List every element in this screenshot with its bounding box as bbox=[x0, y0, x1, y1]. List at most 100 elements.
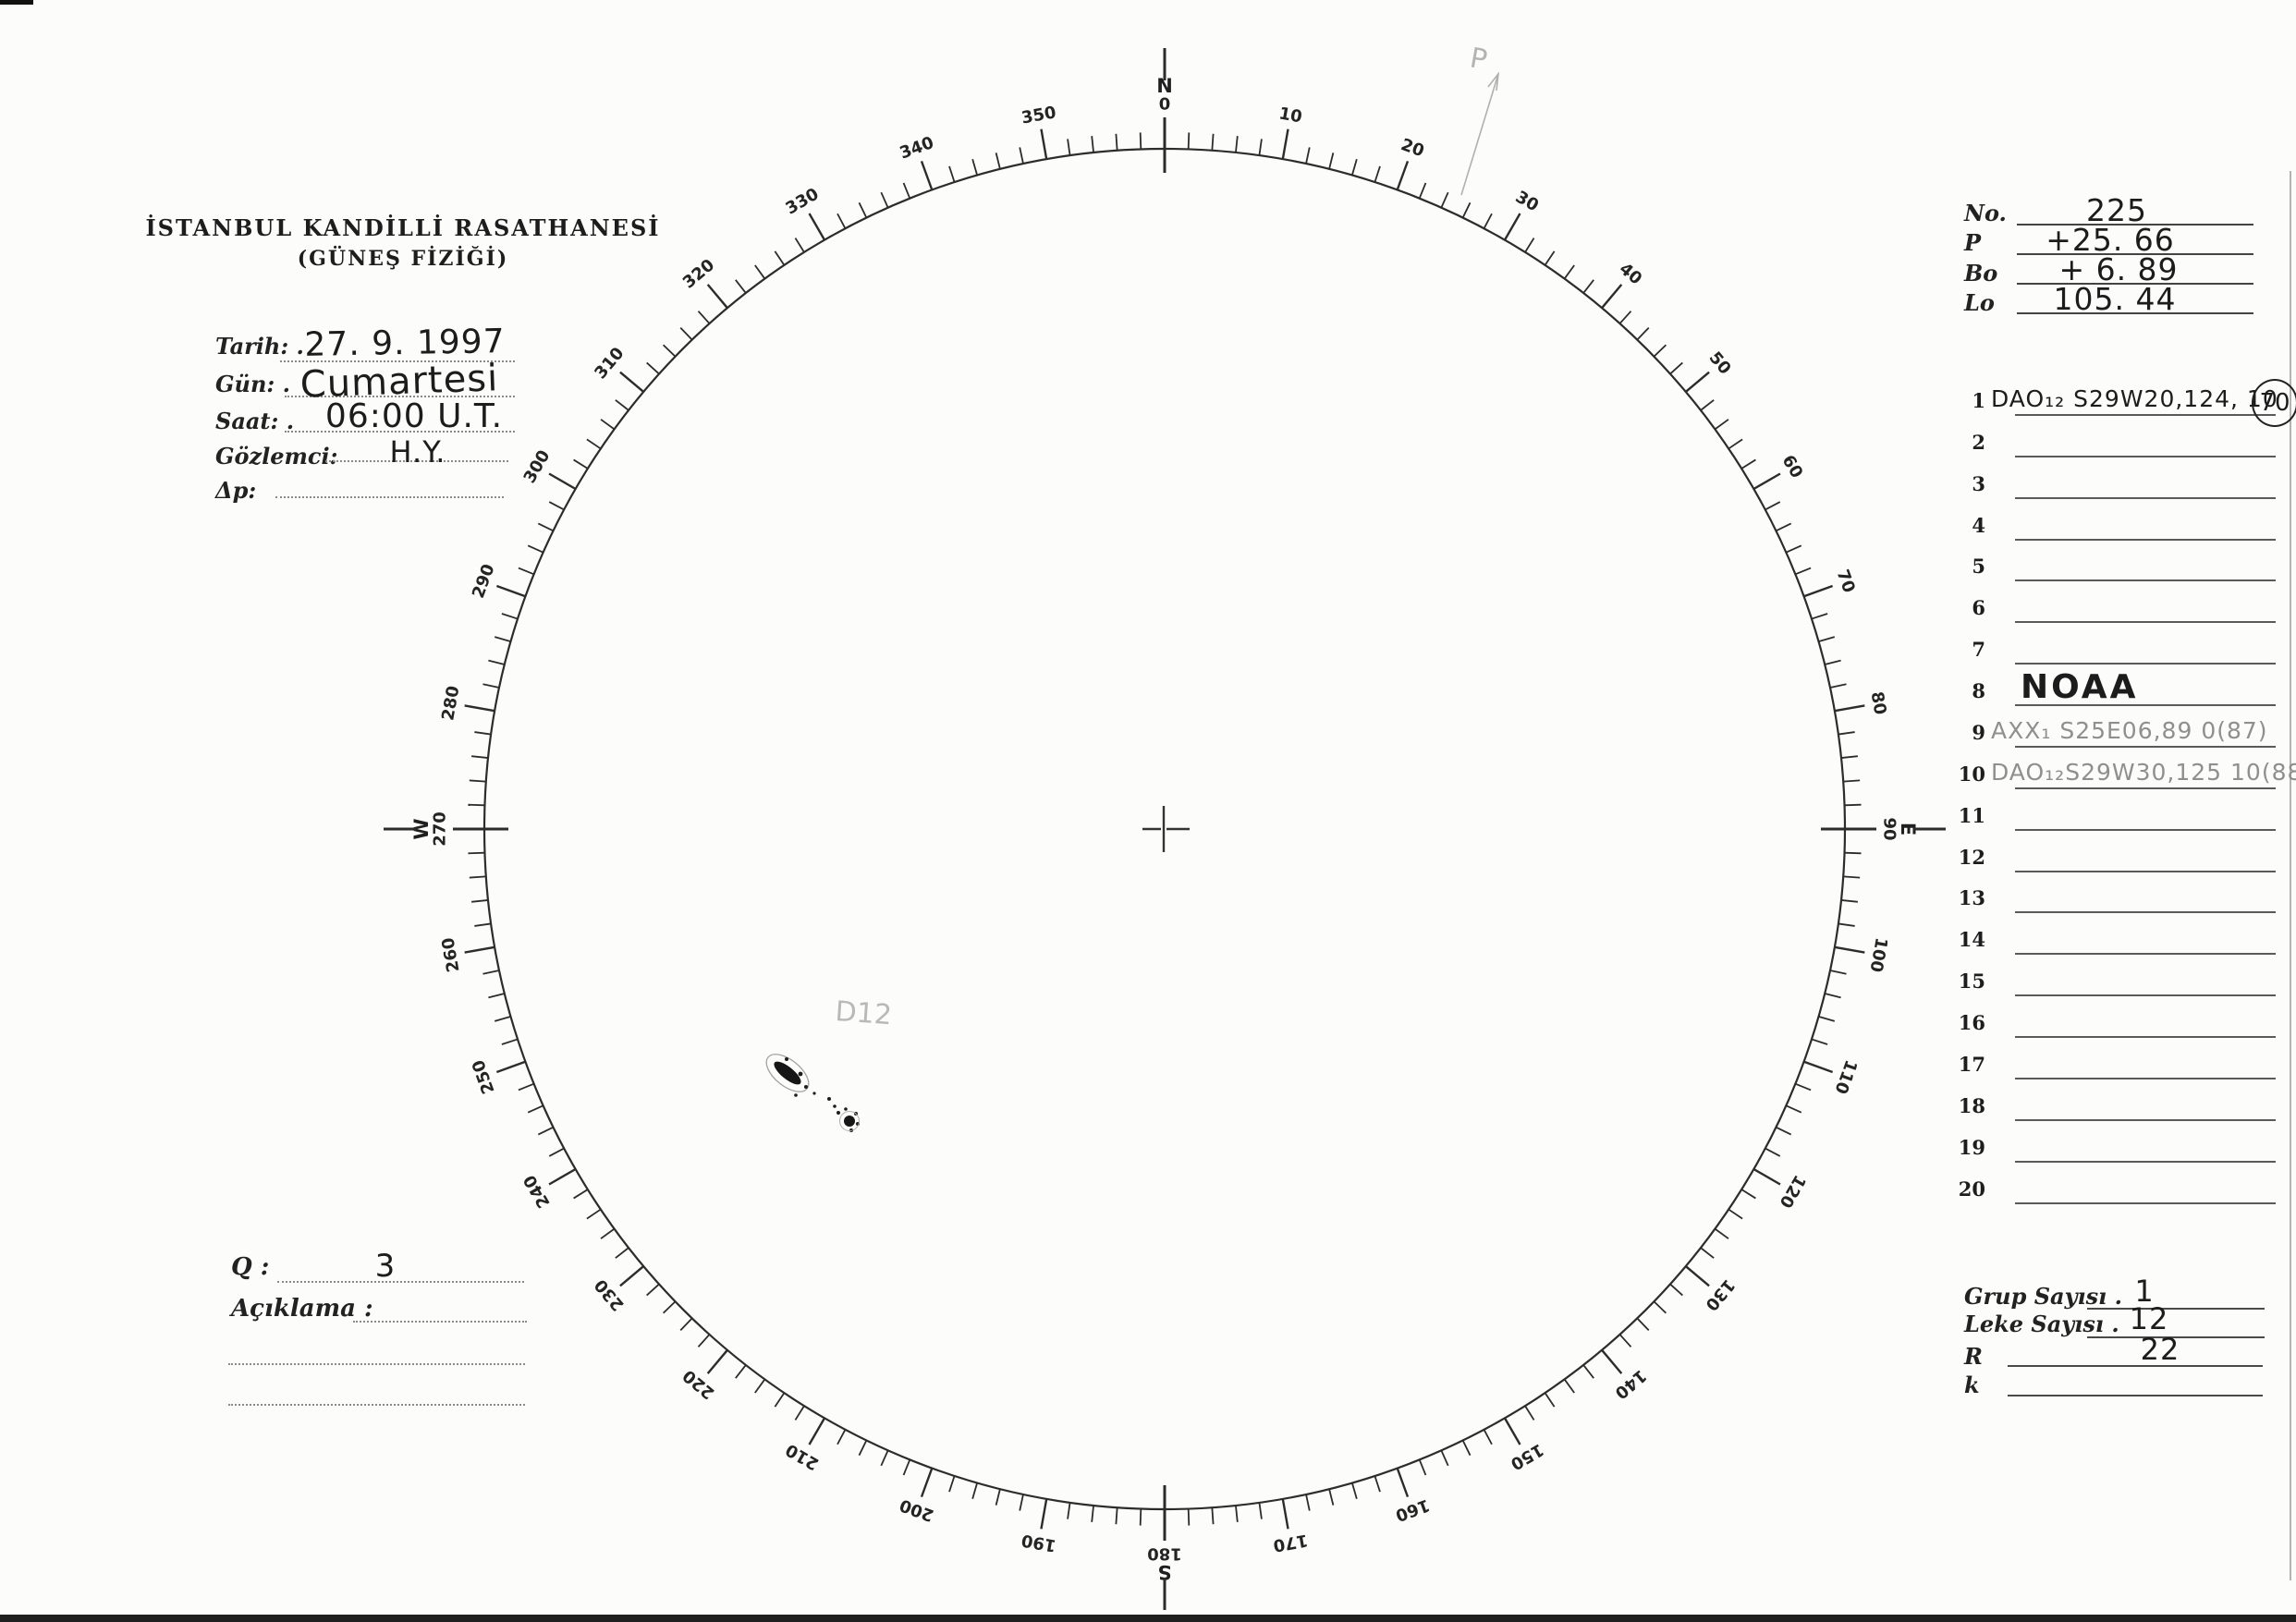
major-tick bbox=[920, 1468, 934, 1498]
minor-tick bbox=[1067, 1502, 1071, 1519]
minor-tick bbox=[735, 279, 747, 294]
minor-tick bbox=[1019, 1494, 1024, 1511]
degree-label: 280 bbox=[438, 685, 463, 723]
minor-tick bbox=[1636, 1317, 1650, 1332]
minor-tick bbox=[1418, 182, 1427, 199]
minor-tick bbox=[1328, 1488, 1335, 1506]
minor-tick bbox=[1328, 152, 1335, 170]
minor-tick bbox=[1091, 1505, 1094, 1522]
minor-tick bbox=[1187, 1508, 1191, 1526]
major-tick bbox=[1601, 284, 1623, 309]
degree-label: 260 bbox=[438, 936, 463, 974]
summary-label: Grup Sayısı . bbox=[1964, 1283, 2123, 1310]
minor-tick bbox=[527, 544, 543, 554]
minor-tick bbox=[697, 311, 711, 324]
minor-tick bbox=[1824, 659, 1841, 665]
major-tick bbox=[1503, 1417, 1521, 1445]
major-tick bbox=[1396, 1468, 1410, 1498]
group-row-number: 8 bbox=[1972, 679, 1985, 702]
major-tick bbox=[548, 1167, 577, 1186]
summary-line bbox=[2008, 1395, 2263, 1396]
ephemeris-line bbox=[2017, 283, 2253, 285]
minor-tick bbox=[600, 1227, 616, 1239]
minor-tick bbox=[1811, 613, 1828, 620]
ephemeris-value: 225 bbox=[2086, 192, 2147, 228]
minor-tick bbox=[948, 165, 956, 183]
degree-label: 10 bbox=[1277, 104, 1303, 127]
summary-line bbox=[2087, 1336, 2265, 1338]
minor-tick bbox=[858, 201, 868, 218]
group-row-number: 5 bbox=[1972, 555, 1985, 578]
sunspot-dot bbox=[794, 1093, 798, 1097]
minor-tick bbox=[1139, 1508, 1142, 1526]
group-row-line bbox=[2015, 621, 2276, 623]
group-row-number: 12 bbox=[1958, 846, 1985, 869]
form-field-line bbox=[285, 396, 515, 397]
major-tick bbox=[1685, 371, 1710, 393]
minor-tick bbox=[501, 613, 519, 620]
observatory-title: İSTANBUL KANDİLLİ RASATHANESİ bbox=[145, 214, 661, 241]
group-row-line bbox=[2015, 746, 2276, 748]
group-row-number: 20 bbox=[1958, 1177, 1985, 1201]
minor-tick bbox=[1669, 361, 1683, 375]
degree-label: 110 bbox=[1830, 1057, 1861, 1096]
minor-tick bbox=[1653, 344, 1667, 358]
degree-label: 210 bbox=[782, 1439, 822, 1473]
minor-tick bbox=[1258, 139, 1263, 156]
major-tick bbox=[495, 584, 526, 598]
sunspot-dot bbox=[844, 1107, 848, 1111]
minor-tick bbox=[1844, 803, 1862, 807]
major-tick bbox=[1281, 1498, 1289, 1530]
ephemeris-label: P bbox=[1964, 229, 1982, 256]
q-line bbox=[277, 1281, 524, 1283]
degree-label: 100 bbox=[1865, 936, 1890, 974]
degree-label: 200 bbox=[898, 1494, 936, 1525]
degree-label: 340 bbox=[898, 133, 936, 164]
group-row-line bbox=[2015, 1202, 2276, 1204]
degree-label: 230 bbox=[591, 1275, 628, 1314]
minor-tick bbox=[948, 1475, 956, 1493]
form-field-line bbox=[285, 431, 515, 433]
form-field-line bbox=[275, 496, 504, 498]
minor-tick bbox=[1483, 1429, 1493, 1445]
minor-tick bbox=[1374, 1475, 1381, 1493]
ephemeris-value: +25. 66 bbox=[2046, 222, 2175, 258]
minor-tick bbox=[573, 458, 589, 470]
minor-tick bbox=[573, 1189, 589, 1200]
minor-tick bbox=[474, 731, 492, 736]
minor-tick bbox=[469, 875, 486, 879]
group-row-number: 6 bbox=[1972, 596, 1985, 619]
minor-tick bbox=[1776, 522, 1792, 532]
minor-tick bbox=[646, 361, 660, 375]
summary-line bbox=[2087, 1308, 2265, 1310]
minor-tick bbox=[586, 1208, 602, 1220]
form-field-label: Gün: . bbox=[215, 371, 290, 397]
sunspot-dot bbox=[785, 1057, 788, 1061]
minor-tick bbox=[735, 1364, 747, 1379]
minor-tick bbox=[600, 419, 616, 431]
minor-tick bbox=[537, 1126, 554, 1136]
minor-tick bbox=[1418, 1459, 1427, 1476]
group-row-line bbox=[2015, 704, 2276, 706]
group-row-entry: DAO₁₂ S29W20,124, 10 bbox=[1991, 385, 2278, 412]
ephemeris-line bbox=[2017, 224, 2253, 226]
major-tick bbox=[464, 704, 495, 713]
summary-line bbox=[2008, 1365, 2263, 1367]
major-tick bbox=[548, 472, 577, 491]
minor-tick bbox=[1843, 779, 1861, 783]
minor-tick bbox=[1700, 399, 1715, 411]
minor-tick bbox=[494, 1016, 511, 1022]
major-tick bbox=[1040, 1498, 1048, 1530]
major-tick bbox=[1753, 1167, 1781, 1186]
minor-tick bbox=[1019, 147, 1024, 165]
p-angle-arrow-shaft bbox=[1460, 73, 1499, 196]
p-angle-label: P bbox=[1468, 42, 1490, 77]
minor-tick bbox=[1563, 264, 1575, 280]
minor-tick bbox=[1636, 326, 1650, 341]
degree-label: 140 bbox=[1611, 1365, 1650, 1402]
form-field-line bbox=[325, 460, 508, 462]
minor-tick bbox=[1305, 1494, 1311, 1511]
summary-value: 22 bbox=[2140, 1332, 2180, 1367]
degree-label: 170 bbox=[1272, 1530, 1310, 1555]
group-row-line bbox=[2015, 663, 2276, 665]
